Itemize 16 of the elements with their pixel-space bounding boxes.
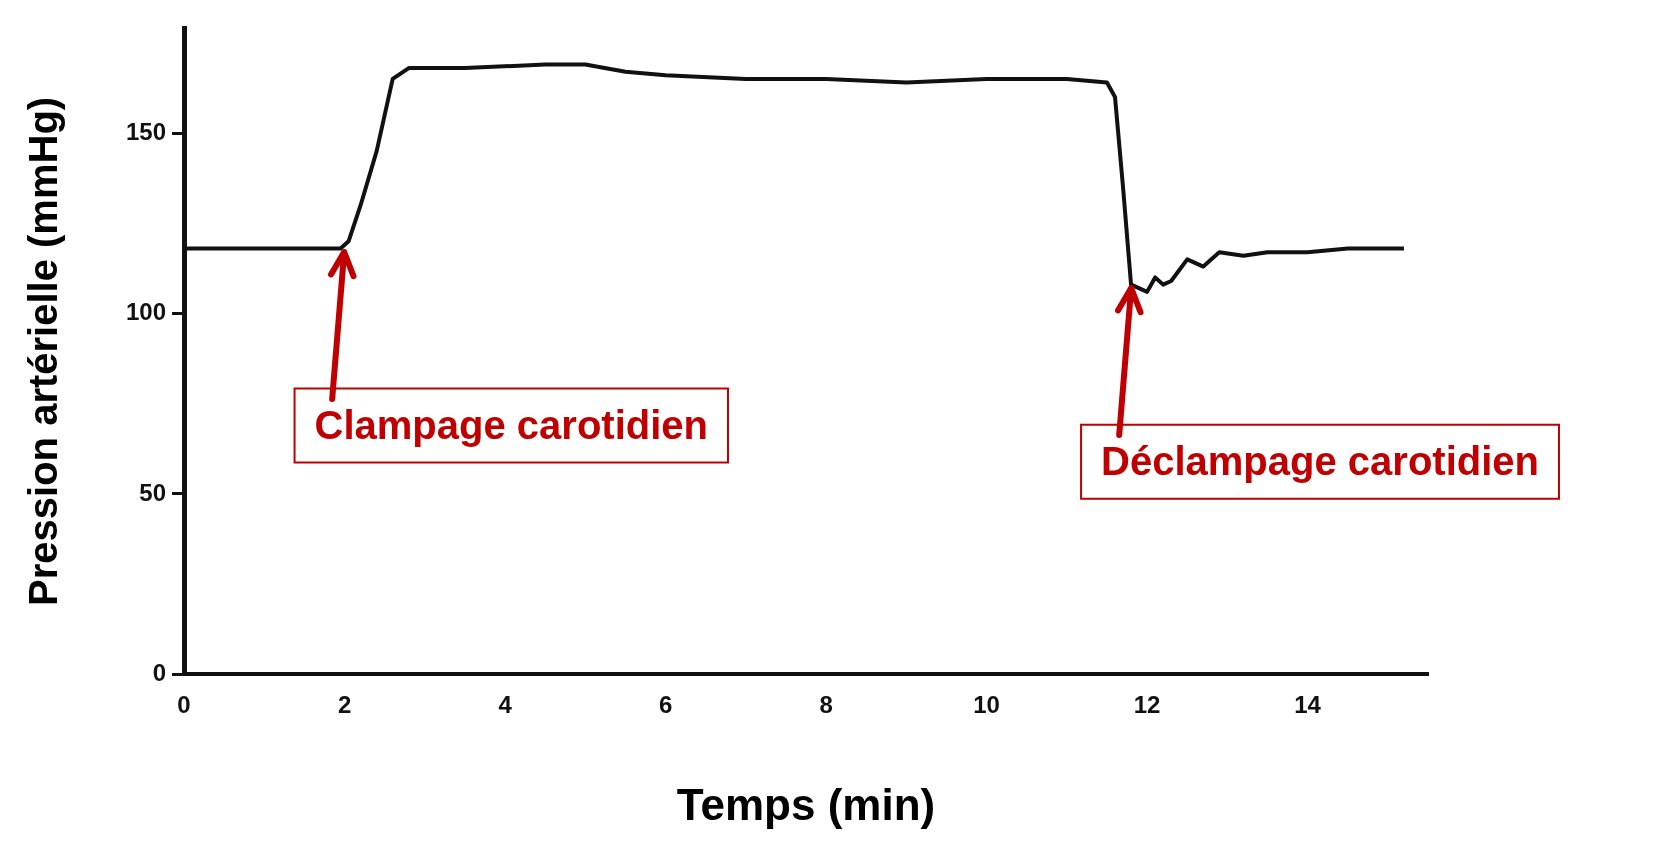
- x-tick-label: 10: [973, 691, 1000, 719]
- x-tick-label: 4: [498, 691, 513, 719]
- y-tick-label: 0: [152, 659, 167, 687]
- annotation: Clampage carotidien: [314, 402, 708, 447]
- y-tick-label: 150: [126, 117, 167, 145]
- x-tick-label: 0: [177, 691, 191, 719]
- annotation: Déclampage carotidien: [1101, 438, 1539, 483]
- y-tick-label: 100: [126, 298, 167, 326]
- x-tick-label: 12: [1133, 691, 1161, 719]
- x-axis-title: Temps (min): [676, 779, 936, 829]
- x-tick-label: 8: [819, 691, 833, 719]
- x-tick-label: 6: [658, 691, 673, 719]
- x-tick-label: 14: [1294, 691, 1322, 719]
- y-axis-title: Pression artérielle (mmHg): [21, 96, 66, 606]
- x-tick-label: 2: [337, 691, 352, 719]
- y-tick-label: 50: [139, 478, 167, 506]
